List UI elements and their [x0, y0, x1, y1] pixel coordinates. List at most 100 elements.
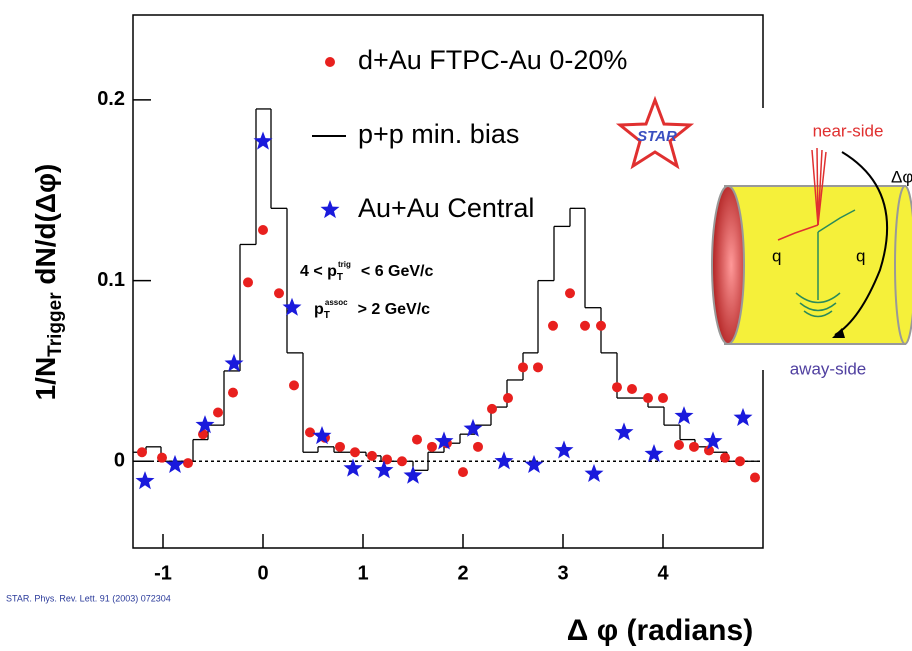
arrow-head [832, 328, 845, 338]
star-marker [494, 451, 514, 470]
circle-marker [367, 450, 377, 461]
star-marker [463, 418, 483, 437]
x-tick-label: 0 [257, 562, 268, 584]
star-marker [403, 465, 423, 484]
circle-marker [274, 288, 284, 299]
annotation-sup: assoc [325, 298, 348, 307]
circle-marker [427, 441, 437, 452]
circle-marker [157, 452, 167, 463]
y-label-sub: Trigger [45, 292, 66, 357]
plot-area [133, 108, 763, 490]
cylinder-cap [711, 185, 745, 345]
star-marker [374, 460, 394, 479]
cylinder [724, 185, 906, 345]
circle-marker [243, 277, 253, 288]
y-tick-label: 0.2 [97, 88, 125, 110]
circle-marker [612, 382, 622, 393]
star-marker [195, 415, 215, 434]
x-tick-label: 1 [357, 562, 368, 584]
star-marker [135, 471, 155, 490]
star-marker [282, 297, 302, 316]
y-label-rest: dN/d(Δφ) [30, 164, 61, 293]
annotation: 4 < pTtrig < 6 GeV/c [300, 260, 434, 283]
star-marker [674, 406, 694, 425]
star-marker [554, 440, 574, 459]
circle-marker [397, 456, 407, 467]
logo-star [615, 95, 695, 170]
star-marker [312, 426, 332, 445]
annotation-text: p [314, 301, 324, 318]
dphi-label: Δφ [891, 167, 912, 186]
logo-text: STAR [637, 128, 677, 145]
circle-marker [258, 225, 268, 236]
star-marker [644, 444, 664, 463]
annotation-rest: > 2 GeV/c [358, 301, 431, 318]
y-tick-label: 0.1 [97, 269, 125, 291]
circle-marker [137, 447, 147, 458]
star-marker [253, 131, 273, 150]
plot-frame [132, 14, 764, 549]
legend-marker [320, 200, 340, 219]
circle-marker [720, 452, 730, 463]
citation: STAR. Phys. Rev. Lett. 91 (2003) 072304 [6, 593, 171, 603]
star-marker [614, 422, 634, 441]
star-marker [224, 353, 244, 372]
circle-marker [627, 384, 637, 395]
star-marker [584, 463, 604, 482]
circle-marker [565, 288, 575, 299]
circle-marker [289, 380, 299, 391]
y-axis-label: 1/NTrigger dN/d(Δφ) [30, 164, 66, 401]
circle-marker [458, 467, 468, 478]
circle-marker [750, 472, 760, 483]
annotation-sub: T [324, 310, 330, 321]
near-side-label: near-side [813, 121, 884, 140]
star-marker [343, 458, 363, 477]
dphi-arrow [834, 151, 889, 336]
away-jet [795, 209, 856, 318]
circle-marker [674, 440, 684, 451]
annotation-text: 4 < p [300, 263, 337, 280]
circle-marker [580, 320, 590, 331]
axes: -1 0 1 2 3 4 0 0.1 0.2 [97, 88, 669, 584]
circle-marker [704, 445, 714, 456]
circle-marker [548, 320, 558, 331]
near-jet [777, 147, 827, 241]
circle-marker [503, 393, 513, 404]
x-tick-label: -1 [154, 562, 172, 584]
x-tick-label: 4 [657, 562, 669, 584]
annotation-sub: T [337, 272, 343, 283]
circle-marker [183, 458, 193, 469]
star-marker [524, 454, 544, 473]
circle-marker [335, 441, 345, 452]
logo: STAR [615, 95, 695, 170]
annotation-rest: < 6 GeV/c [361, 263, 434, 280]
circle-marker [658, 393, 668, 404]
circle-marker [213, 407, 223, 418]
q-left: q [772, 246, 781, 265]
star-marker [733, 407, 753, 426]
legend-marker [325, 57, 335, 67]
annotation-sup: trig [338, 260, 351, 269]
legend-label[interactable]: d+Au FTPC-Au 0-20% [358, 45, 627, 75]
circle-marker [689, 441, 699, 452]
circle-marker [305, 427, 315, 438]
circle-marker [735, 456, 745, 467]
q-right: q [856, 246, 865, 265]
circle-marker [487, 403, 497, 414]
circle-marker [228, 387, 238, 398]
x-tick-label: 2 [457, 562, 468, 584]
y-label-main: 1/N [30, 357, 61, 401]
circle-marker [473, 441, 483, 452]
x-axis-label: Δ φ (radians) [567, 614, 753, 647]
y-tick-label: 0 [114, 450, 125, 472]
star-marker [434, 431, 454, 450]
circle-marker [533, 362, 543, 373]
legend-label[interactable]: Au+Au Central [358, 193, 534, 223]
legend: d+Au FTPC-Au 0-20% p+p min. bias Au+Au Cen… [312, 45, 627, 223]
circle-marker [350, 447, 360, 458]
legend-label[interactable]: p+p min. bias [358, 119, 519, 149]
cylinder-end [894, 185, 912, 345]
x-tick-label: 3 [557, 562, 568, 584]
